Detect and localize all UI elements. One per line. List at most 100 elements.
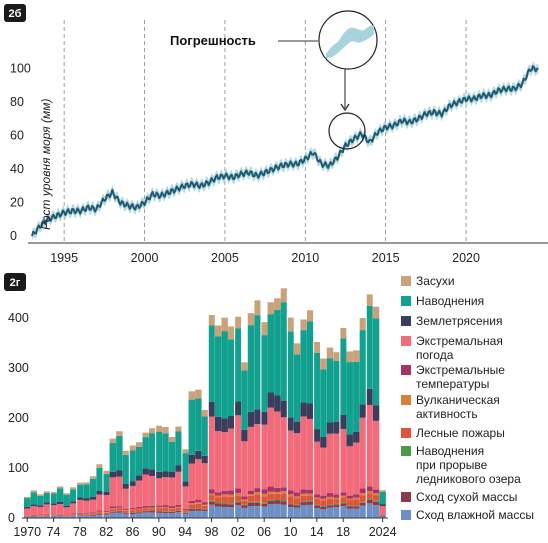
bar-segment	[228, 504, 235, 508]
bar-segment	[346, 498, 353, 501]
bar-segment	[208, 500, 215, 502]
bar-stack	[50, 492, 57, 518]
bar-segment	[70, 516, 77, 518]
y-tick-label: 300	[8, 361, 29, 375]
bar-segment	[155, 510, 163, 512]
bar-segment	[333, 507, 340, 518]
bar-segment	[149, 428, 156, 434]
bar-segment	[63, 515, 70, 517]
bar-stack	[122, 450, 130, 518]
bar-segment	[83, 500, 90, 514]
x-tick-label: 1995	[50, 251, 78, 265]
legend: Засухи Наводнения Землетрясения Экстремальн…	[401, 274, 534, 522]
bar-segment	[155, 425, 163, 432]
legend-swatch	[401, 510, 411, 520]
bar-segment	[300, 505, 307, 518]
bar-segment	[228, 496, 235, 504]
bar-segment	[228, 494, 235, 497]
bar-segment	[102, 514, 110, 516]
bar-segment	[175, 512, 182, 518]
legend-label: Наводнения	[416, 294, 484, 308]
bar-segment	[142, 505, 149, 508]
bar-segment	[241, 505, 248, 508]
bar-segment	[168, 512, 176, 518]
bar-segment	[339, 497, 347, 503]
bar-stack	[326, 347, 334, 518]
legend-label-line: Лесные пожары	[416, 426, 505, 440]
bar-segment	[247, 494, 255, 496]
bar-segment	[188, 503, 195, 505]
bar-stack	[168, 437, 176, 518]
bar-stack	[300, 319, 307, 518]
bar-segment	[247, 313, 255, 326]
bar-segment	[175, 471, 182, 506]
bar-segment	[195, 398, 202, 451]
bar-segment	[50, 516, 57, 518]
legend-label-line: Сход сухой массы	[416, 490, 517, 504]
bar-segment	[129, 485, 136, 508]
bar-segment	[181, 486, 189, 509]
bar-segment	[122, 450, 130, 455]
bar-segment	[83, 484, 90, 499]
legend-swatch	[401, 336, 411, 346]
bar-segment	[135, 508, 143, 510]
bar-segment	[37, 515, 44, 517]
bar-stack	[43, 491, 51, 518]
bar-segment	[366, 503, 373, 518]
bar-segment	[30, 514, 38, 515]
bar-segment	[116, 435, 123, 471]
bar-segment	[313, 504, 321, 506]
bar-segment	[293, 421, 301, 434]
bar-segment	[96, 512, 103, 514]
x-tick-labels: 1970 74 78 82 86 90 94 98 02 06 10 14 18 2024	[13, 518, 397, 539]
decade-separators	[49, 290, 367, 518]
bar-segment	[181, 512, 189, 514]
legend-label-line: при прорыве	[416, 458, 488, 472]
bar-segment	[267, 493, 274, 500]
bar-segment	[149, 505, 156, 508]
y-tick-label: 80	[10, 95, 24, 109]
bar-segment	[208, 401, 215, 417]
bar-segment	[326, 504, 334, 506]
bar-segment	[50, 505, 57, 515]
bar-segment	[267, 499, 274, 501]
bar-segment	[175, 510, 182, 512]
bar-segment	[280, 302, 288, 401]
bar-segment	[24, 496, 31, 499]
x-tick-label: 1970	[13, 525, 41, 539]
bar-segment	[221, 431, 228, 491]
bar-segment	[372, 500, 380, 502]
legend-swatch	[401, 446, 411, 456]
bar-segment	[96, 514, 103, 516]
legend-label-line: Вулканическая	[416, 393, 500, 407]
bar-segment	[83, 515, 90, 518]
bar-segment	[274, 395, 281, 412]
bar-stack	[96, 464, 103, 518]
x-tick-label: 06	[257, 525, 271, 539]
bar-segment	[333, 494, 340, 498]
bar-segment	[379, 516, 386, 518]
bar-segment	[168, 477, 176, 507]
bar-segment	[260, 489, 268, 494]
bar-segment	[168, 508, 176, 512]
bar-stack	[228, 326, 235, 518]
bar-segment	[313, 497, 321, 500]
x-tick-label: 18	[336, 525, 350, 539]
bar-segment	[109, 508, 117, 510]
bar-segment	[43, 502, 51, 505]
bar-segment	[70, 514, 77, 516]
bar-stack	[307, 310, 314, 518]
bar-segment	[313, 499, 321, 505]
bar-segment	[372, 493, 380, 496]
bar-segment	[366, 486, 373, 491]
bar-segment	[168, 437, 176, 442]
bar-segment	[188, 504, 195, 509]
bar-segment	[188, 509, 195, 512]
bar-stack	[89, 476, 97, 518]
bar-segment	[300, 489, 307, 494]
bar-segment	[181, 453, 189, 482]
bar-segment	[201, 502, 209, 505]
bar-segment	[280, 417, 288, 488]
bar-segment	[241, 500, 248, 505]
bar-segment	[70, 501, 77, 504]
